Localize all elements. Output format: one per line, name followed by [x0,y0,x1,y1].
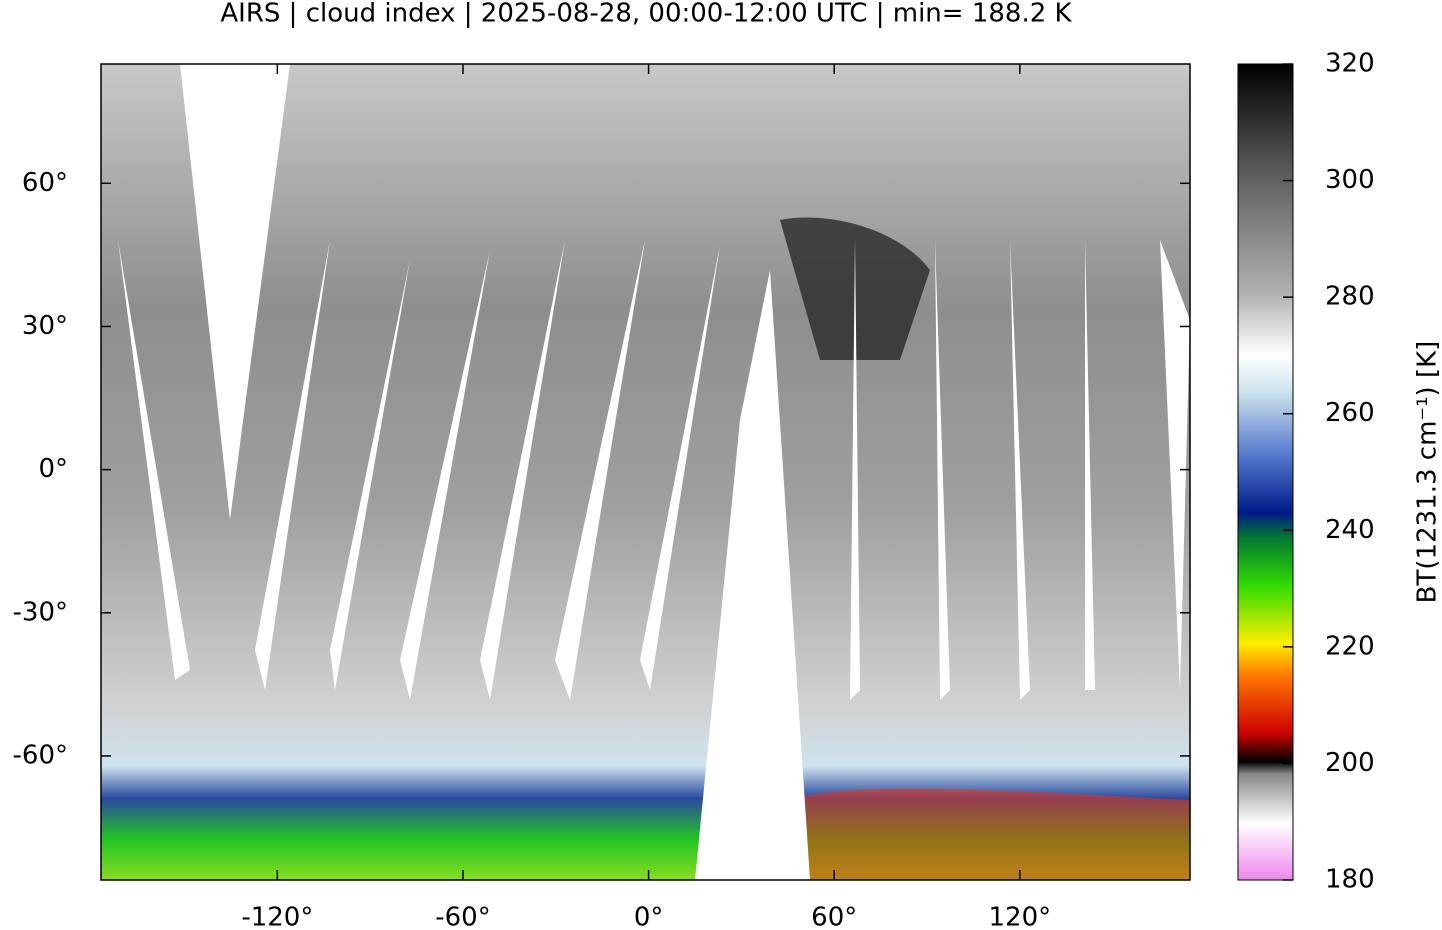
title: AIRS | cloud index | 2025-08-28, 00:00-1… [220,0,1072,29]
x-tick-label: -60° [435,903,490,930]
colorbar-tick-label: 320 [1325,49,1375,79]
colorbar-tick-label: 280 [1325,282,1375,312]
map-frame [100,63,1191,881]
x-tick-label: 120° [989,903,1052,930]
y-tick-label: -30° [13,597,68,627]
colorbar-tick-label: 240 [1325,515,1375,545]
colorbar-tick-label: 220 [1325,631,1375,661]
y-tick-label: 60° [22,168,68,198]
y-tick-label: 30° [22,311,68,341]
x-tick-label: 0° [634,903,664,930]
x-tick-label: -120° [241,903,313,930]
colorbar-tick-label: 300 [1325,165,1375,195]
colorbar-label: BT(1231.3 cm⁻¹) [K] [1413,341,1442,604]
colorbar-tick-label: 180 [1325,865,1375,895]
y-tick-label: -60° [13,740,68,770]
x-tick-label: 60° [811,903,857,930]
map-image [101,64,1190,880]
colorbar-tick-label: 260 [1325,398,1375,428]
colorbar [1237,63,1294,881]
y-tick-label: 0° [38,454,68,484]
colorbar-tick-label: 200 [1325,748,1375,778]
